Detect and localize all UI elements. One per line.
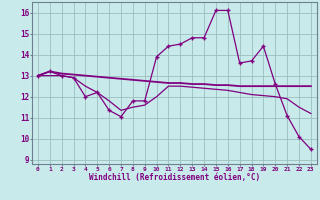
X-axis label: Windchill (Refroidissement éolien,°C): Windchill (Refroidissement éolien,°C) — [89, 173, 260, 182]
